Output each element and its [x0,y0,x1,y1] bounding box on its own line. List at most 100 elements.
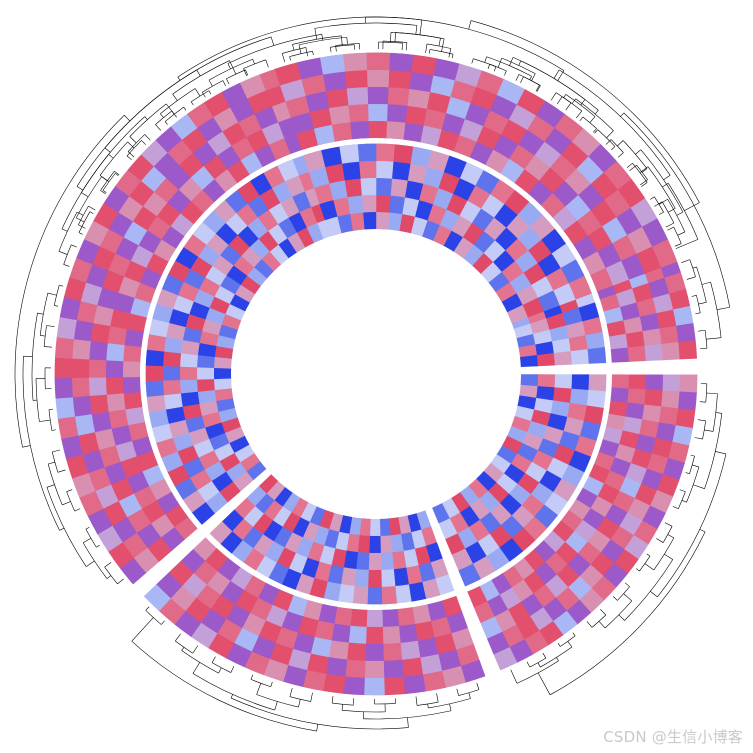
heatmap-cell-t1-s4-c0-r4 [141,464,165,487]
dendrogram-branch [145,606,150,611]
dendrogram-branch [672,506,679,510]
dendrogram-branch [706,337,722,340]
heatmap-cell-t1-s5-c0-r1 [313,124,336,146]
heatmap-cell-t0-s3-c2-r17 [234,497,256,519]
heatmap-cell-t1-s5-c4-r2 [319,54,346,75]
heatmap-cell-t1-s5-c2-r17 [590,199,618,227]
heatmap-cell-t1-s5-c0-r4 [368,120,388,139]
heatmap-cell-t1-s1-c4-r17 [664,272,687,295]
heatmap-cell-t0-s4-c3-r12 [163,336,184,354]
heatmap-cell-t0-s1-c3-r17 [570,349,590,365]
dendrogram-branch [468,20,472,30]
dendrogram-join [46,487,87,567]
heatmap-cell-t0-s3-c2-r13 [273,526,293,548]
dendrogram-branch [265,59,269,68]
dendrogram-join [549,531,706,696]
dendrogram-join [640,149,684,213]
heatmap-cell-t0-s4-c2-r0 [218,481,241,503]
heatmap-cell-t0-s3-c1-r5 [368,535,381,554]
heatmap-cell-t1-s5-c3-r10 [490,94,518,120]
dendrogram-branch [694,437,703,440]
heatmap-cell-t1-s2-c3-r5 [646,453,669,476]
heatmap-cell-t0-s2-c0-r2 [517,395,537,411]
heatmap-cell-t1-s4-c1-r3 [133,485,157,509]
heatmap-cell-t0-s5-c3-r12 [494,203,519,228]
heatmap-cell-t1-s3-c1-r0 [446,611,469,634]
heatmap-cell-t1-s5-c2-r6 [407,88,431,109]
heatmap-cell-t1-s5-c2-r13 [534,141,562,169]
heatmap-cell-t0-s3-c4-r8 [323,581,342,602]
heatmap-cell-t1-s3-c3-r2 [419,654,443,675]
dendrogram-branch [605,139,612,145]
dendrogram-branch [78,224,86,229]
heatmap-cell-t1-s3-c2-r10 [274,626,299,650]
heatmap-cell-t1-s4-c1-r13 [107,325,128,346]
dendrogram-join [383,40,407,43]
dendrogram-branch [59,527,65,531]
heatmap-cell-t0-s3-c1-r3 [390,534,404,553]
heatmap-cell-t1-s4-c3-r4 [94,483,119,509]
heatmap-cell-t1-s4-c1-r10 [105,376,124,395]
dendrogram-branch [567,641,573,648]
heatmap-cell-t1-s3-c0-r10 [286,594,308,617]
heatmap-cell-t0-s4-c3-r6 [168,419,190,438]
heatmap-cell-t0-s2-c2-r11 [489,503,513,526]
heatmap-cell-t1-s3-c0-r11 [271,589,294,612]
heatmap-cell-t1-s3-c4-r7 [322,673,346,694]
dendrogram-branch [405,42,408,51]
heatmap-cell-t0-s3-c0-r16 [266,480,286,501]
heatmap-cell-t1-s3-c2-r5 [364,643,384,662]
dendrogram-join [622,140,648,169]
heatmap-cell-t1-s4-c1-r22 [167,188,192,214]
dendrogram-branch [407,717,409,728]
heatmap-cell-t0-s3-c4-r17 [209,521,233,545]
heatmap-cell-t1-s5-c1-r12 [509,144,536,170]
heatmap-cell-t1-s4-c1-r27 [231,136,256,161]
heatmap-cell-t0-s5-c3-r8 [438,171,461,195]
dendrogram-branch [598,621,606,629]
heatmap-cell-t1-s4-c4-r5 [71,472,96,498]
heatmap-cell-t0-s5-c1-r0 [319,199,338,221]
heatmap-cell-t0-s4-c4-r9 [145,380,165,397]
heatmap-cell-t1-s3-c4-r11 [243,651,270,676]
dendrogram-branch [39,419,51,422]
heatmap-cell-t1-s2-c0-r15 [523,549,546,572]
heatmap-cell-t1-s4-c1-r14 [109,308,131,330]
dendrogram-branch [427,703,429,708]
heatmap-cell-t1-s2-c2-r2 [642,404,662,424]
heatmap-cell-t0-s5-c2-r2 [344,178,363,198]
dendrogram-join [710,282,722,338]
heatmap-cell-t1-s4-c3-r1 [122,532,148,559]
dendrogram-branch [706,392,718,394]
heatmap-cell-t1-s4-c0-r15 [129,297,152,318]
heatmap-cell-t1-s4-c4-r0 [119,557,147,585]
heatmap-cell-t0-s2-c4-r8 [543,491,568,516]
dendrogram-branch [589,116,596,123]
heatmap-cell-t1-s4-c3-r27 [213,106,239,132]
dendrogram-join [175,640,193,654]
heatmap-cell-t0-s4-c3-r4 [177,444,199,466]
heatmap-cell-t1-s5-c2-r9 [464,102,491,127]
heatmap-cell-t0-s1-c0-r17 [520,355,539,368]
dendrogram-join [129,103,167,137]
dendrogram-branch [624,582,630,587]
dendrogram-branch [676,211,684,216]
heatmap-cell-t0-s4-c2-r17 [198,276,221,297]
heatmap-cell-t0-s4-c0-r12 [214,345,234,359]
dendrogram-branch [298,699,301,708]
heatmap-cell-t0-s2-c0-r5 [507,426,528,444]
dendrogram-branch [659,211,664,215]
dendrogram-branch [51,429,56,431]
heatmap-cell-t1-s5-c4-r16 [603,161,633,191]
heatmap-cell-t0-s5-c1-r11 [462,222,485,245]
heatmap-cell-t1-s5-c0-r20 [590,267,614,292]
dendrogram-branch [668,208,676,213]
heatmap-cell-t1-s5-c1-r7 [423,108,447,130]
heatmap-cell-t1-s3-c4-r9 [282,664,308,688]
dendrogram-join [426,43,451,49]
heatmap-cell-t0-s3-c0-r7 [348,516,362,536]
heatmap-cell-t0-s2-c4-r15 [458,563,481,587]
heatmap-cell-t1-s3-c4-r17 [143,584,171,612]
heatmap-cell-t0-s3-c1-r15 [263,500,283,521]
